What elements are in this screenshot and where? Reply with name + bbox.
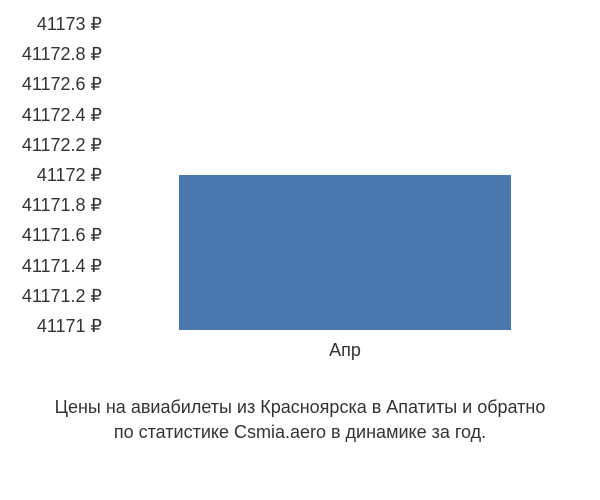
y-tick: 41172.8 ₽ xyxy=(0,45,110,63)
caption-line-2: по статистике Csmia.aero в динамике за г… xyxy=(0,420,600,445)
y-tick: 41172.6 ₽ xyxy=(0,75,110,93)
y-tick: 41171.6 ₽ xyxy=(0,226,110,244)
caption-line-1: Цены на авиабилеты из Красноярска в Апат… xyxy=(0,395,600,420)
y-tick: 41171.8 ₽ xyxy=(0,196,110,214)
y-tick: 41172.2 ₽ xyxy=(0,136,110,154)
y-tick: 41172 ₽ xyxy=(0,166,110,184)
bar xyxy=(179,175,510,330)
x-tick: Апр xyxy=(329,340,361,361)
x-axis: Апр xyxy=(115,340,575,361)
y-tick: 41172.4 ₽ xyxy=(0,106,110,124)
y-tick: 41171 ₽ xyxy=(0,317,110,335)
plot-area xyxy=(115,20,575,330)
y-tick: 41173 ₽ xyxy=(0,15,110,33)
chart-container: 41173 ₽ 41172.8 ₽ 41172.6 ₽ 41172.4 ₽ 41… xyxy=(0,0,600,500)
chart-caption: Цены на авиабилеты из Красноярска в Апат… xyxy=(0,395,600,445)
y-tick: 41171.4 ₽ xyxy=(0,257,110,275)
y-tick: 41171.2 ₽ xyxy=(0,287,110,305)
y-axis: 41173 ₽ 41172.8 ₽ 41172.6 ₽ 41172.4 ₽ 41… xyxy=(0,15,110,335)
